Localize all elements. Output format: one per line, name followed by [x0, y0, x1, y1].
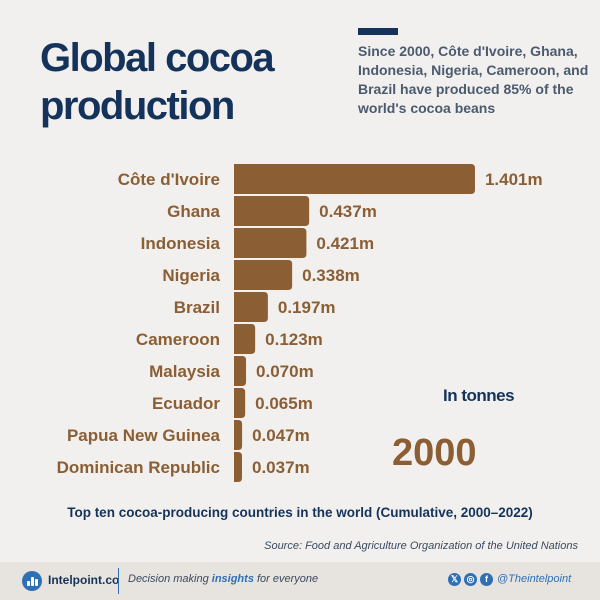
brand-name: Intelpoint.co [48, 573, 120, 587]
category-label: Nigeria [162, 266, 220, 285]
bar [234, 452, 242, 482]
category-label: Cameroon [136, 330, 220, 349]
value-label: 0.037m [252, 458, 310, 477]
source-note: Source: Food and Agriculture Organizatio… [264, 540, 578, 552]
category-label: Brazil [174, 298, 220, 317]
footer: Intelpoint.co Decision making insights f… [0, 562, 600, 600]
value-label: 0.197m [278, 298, 336, 317]
value-label: 0.421m [316, 234, 374, 253]
bar [234, 388, 246, 418]
category-label: Ecuador [152, 394, 220, 413]
value-label: 0.338m [302, 266, 360, 285]
bar [234, 196, 310, 226]
chart-caption: Top ten cocoa-producing countries in the… [67, 505, 533, 520]
category-label: Côte d'Ivoire [118, 170, 220, 189]
tagline-bold: insights [211, 573, 254, 585]
facebook-icon[interactable]: f [480, 573, 493, 586]
x-icon[interactable]: 𝕏 [448, 573, 461, 586]
instagram-icon[interactable]: ◎ [464, 573, 477, 586]
tagline-pre: Decision making [128, 573, 212, 585]
value-label: 0.047m [252, 426, 310, 445]
category-label: Dominican Republic [57, 458, 220, 477]
category-label: Indonesia [141, 234, 221, 253]
category-label: Malaysia [149, 362, 220, 381]
unit-label: In tonnes [443, 386, 515, 405]
category-label: Ghana [167, 202, 220, 221]
bar [234, 164, 475, 194]
value-label: 0.065m [255, 394, 313, 413]
tagline-post: for everyone [253, 573, 319, 585]
page-subtitle: Since 2000, Côte d'Ivoire, Ghana, Indone… [358, 43, 589, 116]
bar-chart: Côte d'Ivoire 1.401m Ghana 0.437m Indonesia 0… [57, 164, 543, 482]
value-label: 0.437m [319, 202, 377, 221]
accent-bar [358, 28, 398, 35]
bar [234, 324, 256, 354]
page-title: Global cocoa production [40, 36, 275, 128]
bar [234, 260, 293, 290]
tagline: Decision making insights for everyone [128, 573, 318, 585]
bar [234, 356, 247, 386]
intelpoint-logo-icon [22, 571, 42, 591]
bar [234, 420, 243, 450]
footer-divider [118, 568, 119, 594]
social-handle[interactable]: @Theintelpoint [497, 573, 572, 585]
bar [234, 228, 307, 258]
year-label: 2000 [392, 432, 477, 474]
value-label: 0.070m [256, 362, 314, 381]
bar [234, 292, 268, 322]
value-label: 0.123m [265, 330, 323, 349]
value-label: 1.401m [485, 170, 543, 189]
category-label: Papua New Guinea [67, 426, 221, 445]
